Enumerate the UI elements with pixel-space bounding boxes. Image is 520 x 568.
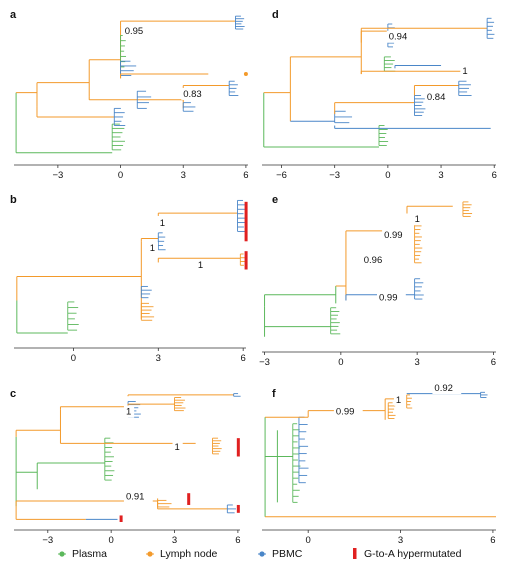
support-label-bg (333, 405, 363, 418)
legend-item: G-to-A hypermutated (353, 548, 462, 560)
x-tick-label: 3 (438, 170, 443, 181)
support-label: 0.92 (434, 383, 453, 394)
support-label: 0.96 (364, 255, 383, 266)
x-tick-label: 0 (306, 535, 311, 546)
support-label: 0.99 (379, 293, 398, 304)
support-label: 1 (415, 214, 420, 225)
support-label-bg (393, 393, 405, 406)
support-label-bg (377, 291, 406, 304)
x-tick-label: 0 (71, 353, 76, 364)
support-label: 0.99 (384, 230, 403, 241)
hypermutated-bar (119, 515, 123, 522)
panel-a: a −3 0 3 6 0.95 0.83 (10, 9, 249, 181)
x-tick-label: 3 (181, 170, 186, 181)
legend-bar (353, 548, 357, 559)
support-label: 1 (150, 243, 155, 254)
x-tick-label: 6 (491, 357, 496, 368)
panel-letter: f (272, 388, 276, 400)
x-tick-label: −3 (329, 170, 340, 181)
support-label-bg (123, 405, 135, 418)
legend-item: PBMC (258, 548, 303, 560)
legend-label: Lymph node (160, 548, 218, 560)
support-label-bg (157, 216, 168, 229)
support-label-bg (386, 30, 416, 43)
x-tick-label: −3 (42, 535, 53, 546)
support-label-bg (424, 90, 454, 103)
support-label: 0.99 (336, 407, 355, 418)
support-label: 0.94 (389, 32, 408, 43)
support-label: 1 (175, 442, 180, 453)
panel-letter: d (272, 9, 279, 21)
x-tick-label: 6 (492, 170, 497, 181)
x-tick-label: −6 (276, 170, 287, 181)
x-tick-label: 6 (490, 535, 495, 546)
panel-letter: c (10, 388, 16, 400)
support-label-bg (147, 242, 159, 255)
panel-c: c −3 0 3 6 1 1 0.91 (10, 388, 241, 546)
legend-dot (59, 551, 65, 557)
x-tick-label: −3 (259, 357, 270, 368)
x-tick-label: −3 (52, 170, 63, 181)
legend-item: Plasma (58, 548, 107, 560)
legend: Plasma Lymph node PBMC G-to-A hypermutated (58, 548, 462, 560)
legend-label: PBMC (272, 548, 303, 560)
support-label: 1 (126, 407, 131, 418)
support-label: 1 (198, 260, 203, 271)
legend-label: G-to-A hypermutated (364, 548, 462, 560)
support-label: 0.95 (125, 26, 144, 37)
x-tick-label: 6 (243, 170, 248, 181)
support-label: 0.91 (126, 492, 145, 503)
tip-dot (243, 72, 248, 77)
support-label-bg (195, 259, 207, 272)
support-label-bg (432, 382, 462, 394)
panel-f: f 0 3 6 0.92 1 0.99 (262, 382, 496, 546)
legend-dot (259, 551, 265, 557)
support-label-bg (172, 440, 183, 453)
panel-letter: e (272, 194, 278, 206)
x-tick-label: 3 (156, 353, 161, 364)
x-tick-label: 0 (118, 170, 123, 181)
panel-b: b 0 3 6 1 1 1 (10, 194, 248, 364)
hypermutated-bar (187, 493, 191, 505)
support-label-bg (123, 490, 153, 503)
x-tick-label: 3 (398, 535, 403, 546)
hypermutated-bar (244, 251, 248, 270)
support-label: 0.84 (427, 92, 446, 103)
support-label-bg (122, 25, 152, 38)
hypermutated-bar (236, 504, 240, 513)
panel-e: e −3 0 3 6 1 0.99 0.96 0.99 (259, 194, 496, 368)
x-tick-label: 6 (235, 535, 240, 546)
x-tick-label: 3 (172, 535, 177, 546)
legend-item: Lymph node (146, 548, 218, 560)
panel-letter: a (10, 9, 17, 21)
support-label-bg (181, 87, 211, 100)
support-label: 1 (160, 218, 165, 229)
hypermutated-bar (244, 201, 248, 242)
x-tick-label: 0 (385, 170, 390, 181)
panel-letter: b (10, 194, 17, 206)
support-label-bg (460, 65, 471, 78)
x-tick-label: 3 (415, 357, 420, 368)
x-tick-label: 0 (109, 535, 114, 546)
legend-dot (147, 551, 153, 557)
support-label: 0.83 (183, 89, 202, 100)
hypermutated-bar (236, 438, 240, 457)
panel-d: d −6 −3 0 3 6 0.94 1 0.84 (262, 9, 497, 181)
support-label-bg (361, 253, 391, 266)
x-tick-label: 6 (241, 353, 246, 364)
support-label-bg (382, 229, 411, 242)
legend-label: Plasma (72, 548, 107, 560)
support-label: 1 (396, 395, 401, 406)
x-tick-label: 0 (338, 357, 343, 368)
support-label: 1 (462, 66, 467, 77)
support-label-bg (412, 213, 423, 226)
